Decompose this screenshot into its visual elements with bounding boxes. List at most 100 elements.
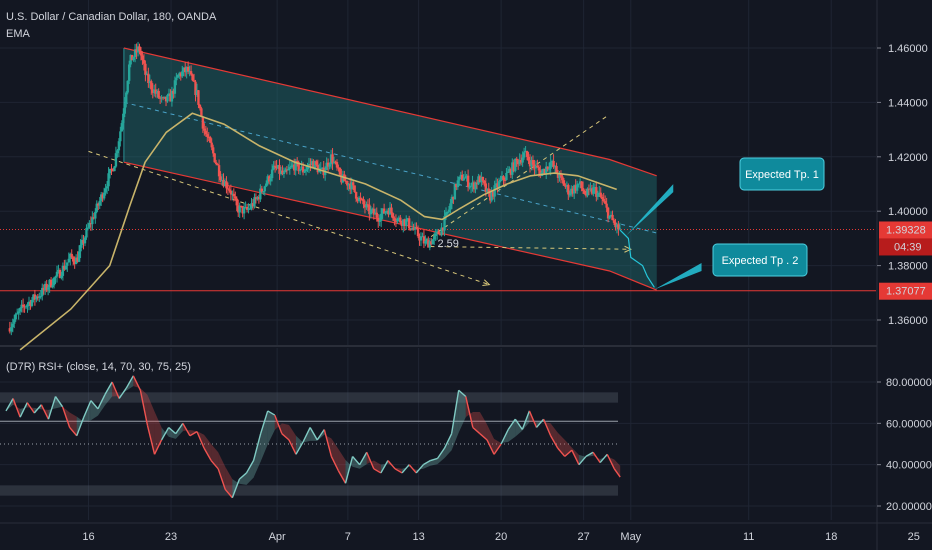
time-tick-label: 20 — [495, 531, 507, 543]
candle-body — [262, 191, 265, 193]
candle-body — [20, 304, 23, 309]
candle-body — [160, 97, 163, 99]
candle-body — [66, 262, 69, 266]
candle-body — [611, 214, 614, 221]
candle-body — [69, 253, 72, 259]
rsi-segment — [450, 390, 460, 434]
candle-body — [91, 217, 94, 225]
candle-body — [114, 153, 118, 167]
rsi-cloud — [486, 424, 495, 455]
candle-body — [341, 174, 345, 183]
time-tick-label: May — [620, 531, 641, 543]
rsi-segment — [599, 453, 608, 464]
rsi-cloud — [225, 466, 233, 498]
candle-body — [129, 54, 132, 65]
candle-body — [496, 183, 499, 188]
candle-body — [132, 57, 135, 61]
candle-body — [468, 186, 471, 188]
rsi-segment — [542, 418, 552, 437]
candle-body — [487, 188, 490, 193]
candle-body — [418, 236, 421, 241]
candle-body — [612, 220, 616, 223]
candle-body — [552, 160, 555, 168]
target-callouts[interactable]: Expected Tp. 1 Expected Tp . 2 — [626, 157, 825, 290]
candle-body — [493, 185, 496, 197]
rsi-cloud — [147, 394, 155, 455]
current-price-label: 1.39328 — [886, 224, 926, 236]
time-tick-label: 16 — [82, 531, 94, 543]
candle-body — [452, 196, 455, 200]
rsi-segment — [168, 426, 177, 435]
rsi-segment — [472, 426, 481, 435]
rsi-segment — [550, 435, 559, 449]
rsi-segment — [97, 394, 106, 410]
candle-body — [203, 128, 206, 131]
rsi-segment — [415, 464, 424, 474]
candle-body — [337, 167, 340, 169]
candle-body — [88, 223, 91, 228]
candle-body — [369, 209, 373, 215]
rsi-segment — [557, 447, 566, 457]
rsi-segment — [40, 404, 50, 420]
price-tick-label: 1.38000 — [888, 261, 928, 273]
candle-body — [105, 186, 109, 189]
candle-body — [213, 153, 216, 163]
horizontal-lines[interactable] — [0, 228, 876, 292]
candle-body — [438, 234, 442, 236]
price-channel[interactable] — [123, 47, 657, 291]
candle-body — [287, 168, 290, 171]
candle-body — [276, 165, 280, 169]
candle-body — [39, 296, 42, 298]
candle-body — [377, 217, 380, 222]
candle-body — [253, 197, 256, 207]
candle-body — [307, 163, 311, 167]
rsi-cloud — [508, 419, 516, 442]
candle-body — [447, 209, 451, 212]
rsi-cloud — [296, 435, 304, 455]
ema-indicator-label[interactable]: EMA — [6, 28, 30, 40]
candle-body — [259, 188, 262, 200]
rsi-cloud — [69, 412, 77, 436]
rsi-segment — [83, 400, 92, 418]
candle-body — [413, 227, 417, 230]
projection-path[interactable] — [619, 229, 655, 288]
candle-body — [108, 168, 112, 174]
trendlines[interactable]: 2.59 — [88, 115, 632, 287]
trendline-arrow — [624, 245, 632, 253]
candle-body — [198, 104, 202, 109]
rsi-panel — [0, 375, 621, 499]
candle-body — [97, 203, 100, 206]
candle-body — [73, 261, 76, 265]
rsi-segment — [514, 418, 523, 430]
candle-body — [248, 208, 252, 210]
rsi-segment — [69, 427, 78, 437]
candle-body — [589, 188, 592, 190]
candle-body — [573, 185, 576, 194]
candle-body — [294, 160, 297, 171]
candle-body — [444, 212, 448, 217]
callout-label: Expected Tp . 2 — [722, 255, 799, 267]
candle-body — [329, 154, 333, 165]
candle-body — [601, 196, 604, 199]
candle-body — [446, 211, 449, 213]
candle-body — [536, 165, 539, 168]
candle-body — [431, 239, 434, 245]
candle-body — [537, 167, 541, 171]
candle-body — [154, 89, 157, 94]
candle-body — [434, 233, 437, 236]
candle-body — [161, 97, 165, 99]
rsi-indicator-label[interactable]: (D7R) RSI+ (close, 14, 70, 30, 75, 25) — [6, 361, 191, 373]
candle-body — [27, 301, 31, 305]
candle-body — [465, 175, 468, 178]
price-tick-label: 1.40000 — [888, 206, 928, 218]
candle-body — [288, 167, 292, 169]
rsi-segment — [281, 433, 290, 441]
candle-body — [521, 157, 524, 163]
candle-body — [301, 166, 305, 173]
candle-body — [179, 73, 182, 77]
candle-body — [250, 203, 253, 209]
candle-body — [235, 198, 238, 206]
candle-body — [394, 220, 398, 222]
candle-body — [86, 227, 90, 229]
